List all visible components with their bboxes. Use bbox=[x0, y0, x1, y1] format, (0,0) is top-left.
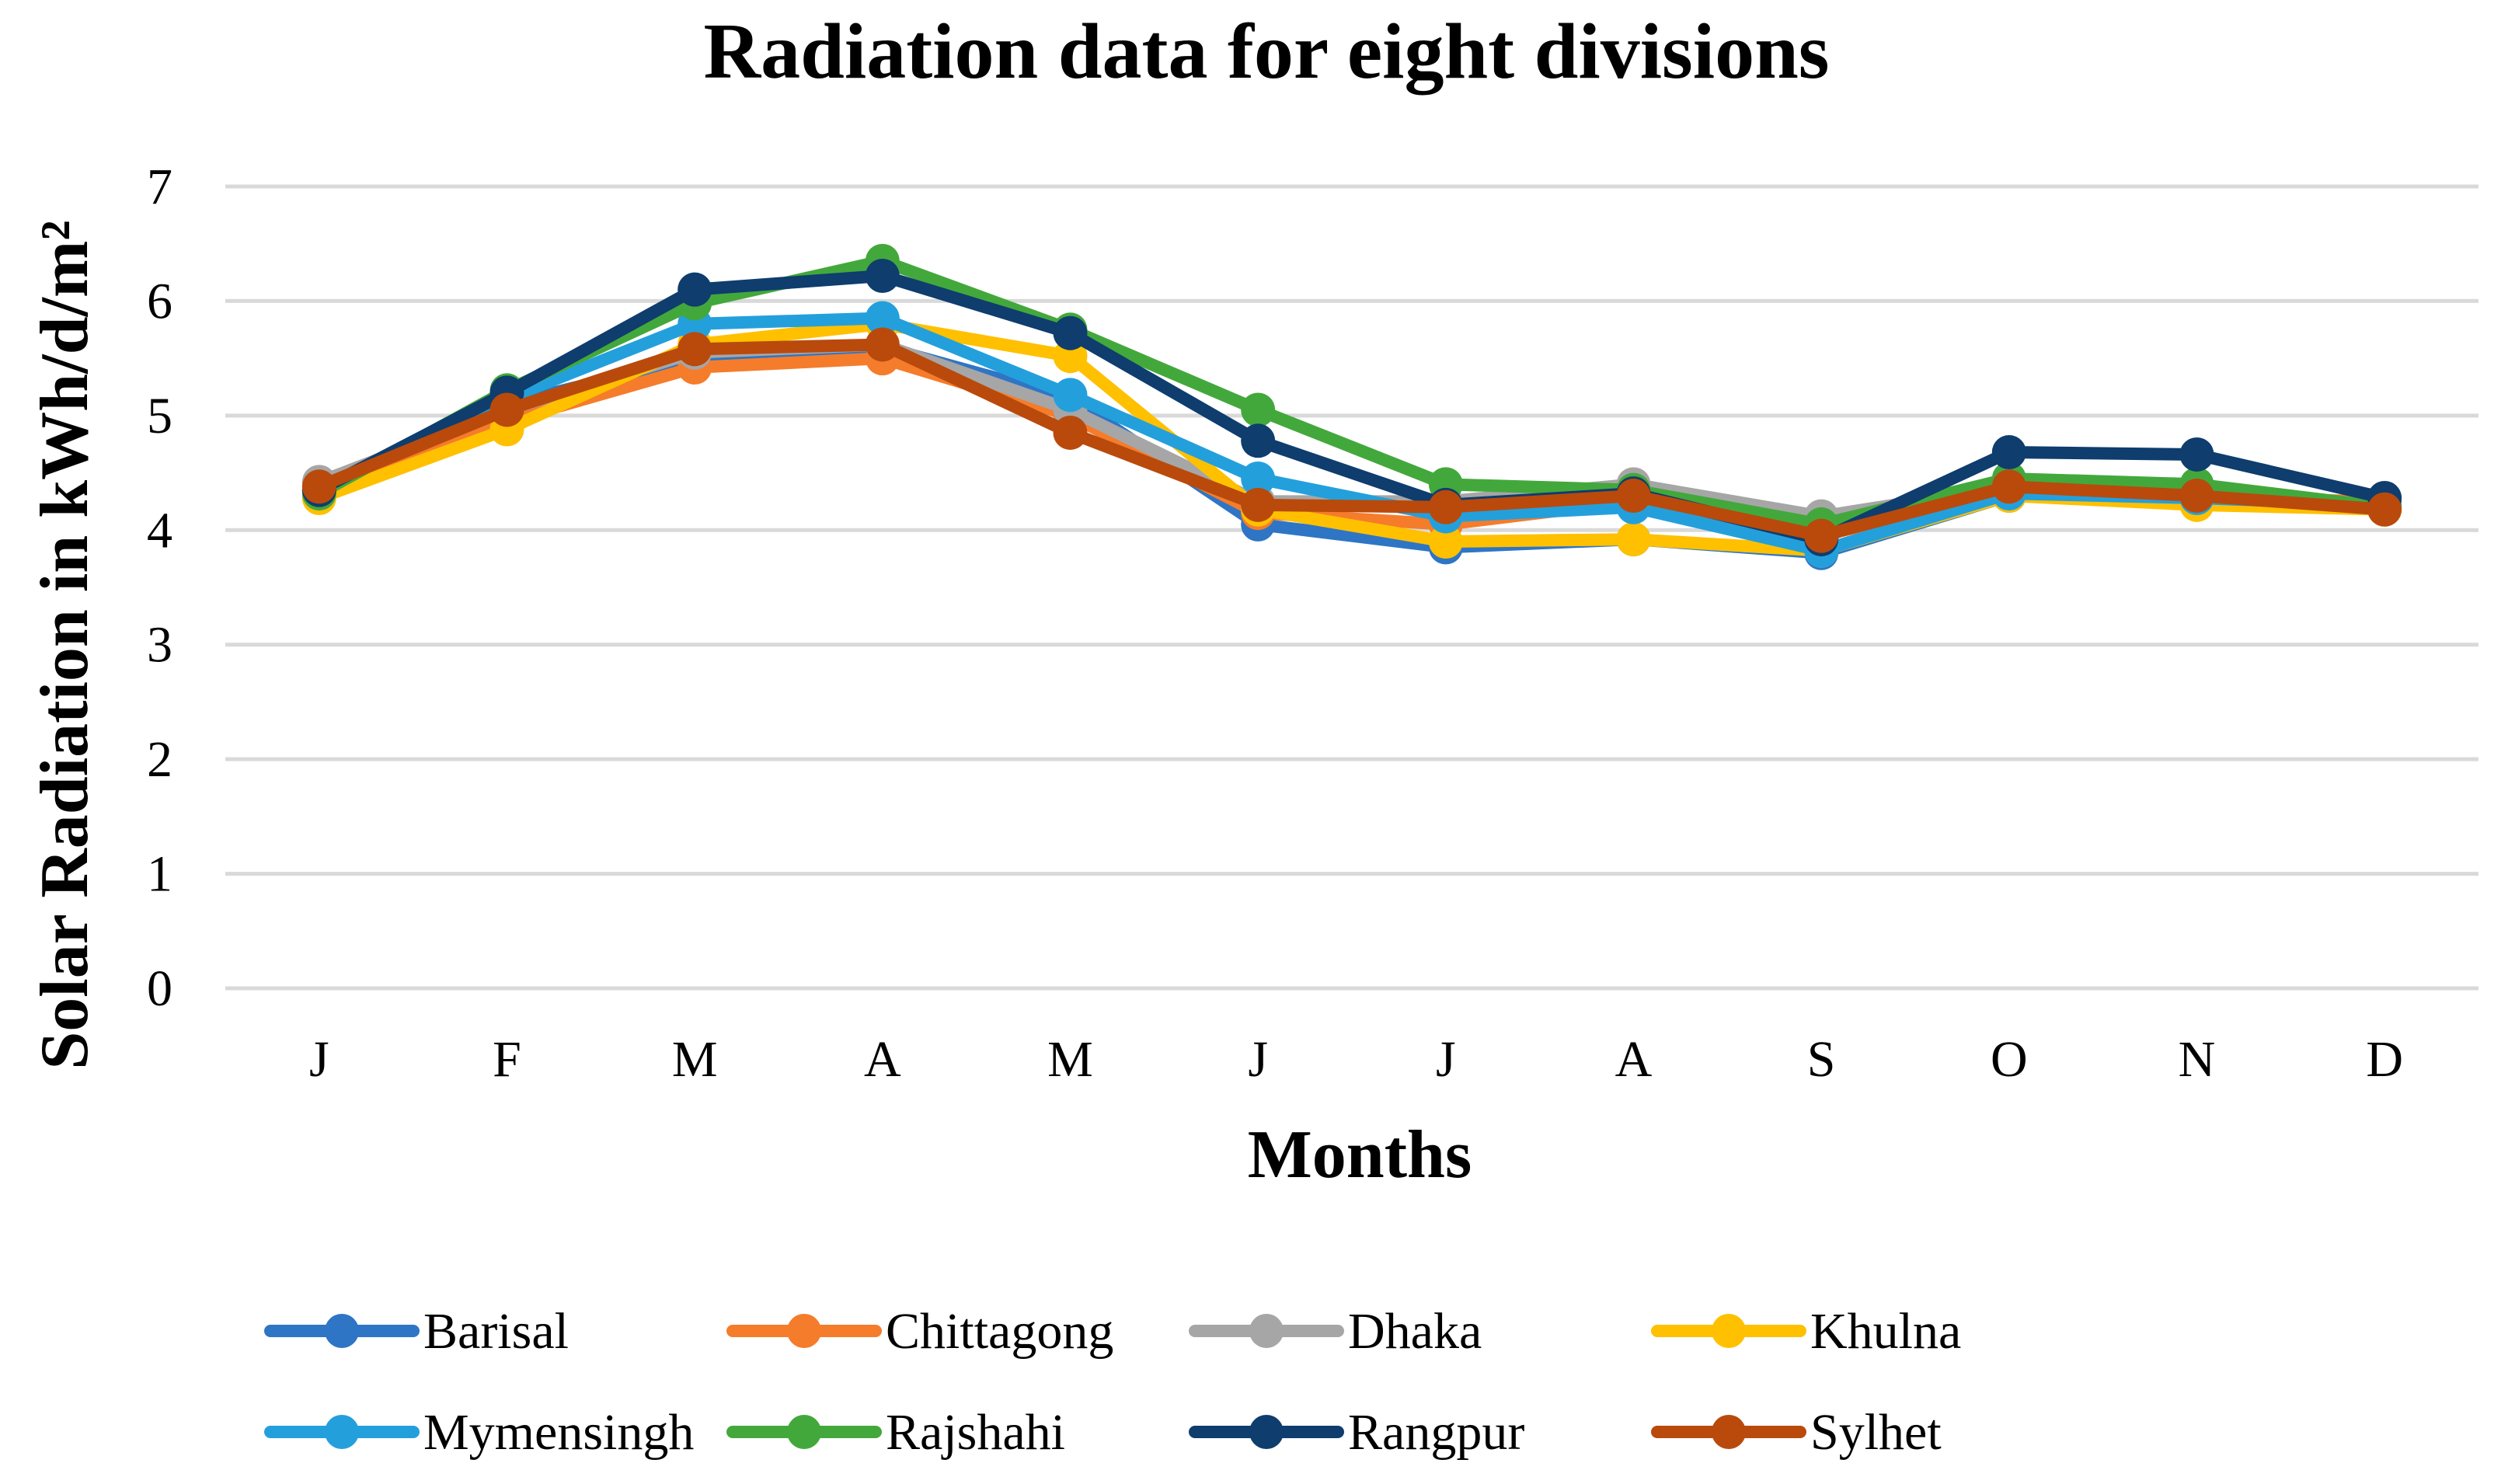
x-tick-label: O bbox=[1991, 1031, 2028, 1088]
data-point bbox=[1991, 469, 2026, 504]
legend-label: Barisal bbox=[423, 1303, 569, 1360]
x-tick-label: J bbox=[1436, 1031, 1456, 1088]
data-point bbox=[301, 469, 336, 504]
legend-label: Khulna bbox=[1810, 1303, 1961, 1360]
legend-item: Barisal bbox=[264, 1303, 569, 1360]
data-point bbox=[2179, 479, 2214, 514]
data-point bbox=[865, 301, 900, 336]
legend-swatch-marker bbox=[1712, 1314, 1746, 1348]
y-tick-label: 0 bbox=[147, 960, 172, 1017]
legend-swatch-marker bbox=[1249, 1314, 1284, 1348]
legend-swatch-marker bbox=[325, 1415, 359, 1449]
legend-label: Rajshahi bbox=[886, 1404, 1065, 1461]
series-line bbox=[312, 269, 2391, 546]
data-point bbox=[1804, 518, 1839, 553]
x-tick-label: N bbox=[2179, 1031, 2216, 1088]
legend-item: Dhaka bbox=[1189, 1303, 1482, 1360]
chart-title: Radiation data for eight divisions bbox=[703, 8, 1829, 96]
y-axis-title: Solar Radiation in kWh/d/m² bbox=[27, 220, 103, 1069]
data-point bbox=[1428, 489, 1463, 524]
legend-item: Khulna bbox=[1651, 1303, 1961, 1360]
legend-item: Rangpur bbox=[1189, 1404, 1524, 1461]
x-tick-label: J bbox=[309, 1031, 329, 1088]
x-axis-title: Months bbox=[1248, 1117, 1472, 1193]
legend-item: Sylhet bbox=[1651, 1404, 1942, 1461]
x-tick-label: J bbox=[1248, 1031, 1268, 1088]
data-point bbox=[865, 258, 900, 293]
data-point bbox=[1241, 461, 1276, 496]
data-point bbox=[1241, 392, 1276, 427]
data-point bbox=[2367, 492, 2402, 527]
series-line bbox=[312, 254, 2391, 531]
data-point bbox=[2179, 437, 2214, 472]
data-point bbox=[489, 392, 524, 427]
series-sylhet bbox=[301, 327, 2402, 553]
data-point bbox=[1616, 479, 1651, 514]
data-point bbox=[1241, 423, 1276, 458]
legend-label: Rangpur bbox=[1348, 1404, 1524, 1461]
x-tick-label: A bbox=[1615, 1031, 1653, 1088]
y-tick-label: 5 bbox=[147, 388, 172, 444]
data-point bbox=[1991, 435, 2026, 470]
series-lines bbox=[301, 243, 2402, 570]
x-tick-label: M bbox=[672, 1031, 718, 1088]
x-tick-label: D bbox=[2366, 1031, 2403, 1088]
x-tick-label: A bbox=[864, 1031, 901, 1088]
data-point bbox=[1053, 378, 1088, 413]
y-tick-label: 7 bbox=[147, 159, 172, 215]
data-point bbox=[1053, 415, 1088, 450]
legend: Barisal Chittagong Dhaka Khulna Mymensingh Ra… bbox=[264, 1303, 1961, 1461]
x-tick-label: M bbox=[1047, 1031, 1093, 1088]
data-point bbox=[1241, 487, 1276, 522]
legend-swatch-marker bbox=[787, 1314, 821, 1348]
data-point bbox=[1428, 524, 1463, 559]
y-axis-ticks: 0 1 2 3 4 5 6 7 bbox=[147, 159, 172, 1017]
legend-swatch-marker bbox=[1249, 1415, 1284, 1449]
legend-item: Chittagong bbox=[726, 1303, 1113, 1360]
data-point bbox=[678, 332, 712, 367]
data-point bbox=[1616, 522, 1651, 557]
gridlines bbox=[225, 184, 2478, 991]
data-point bbox=[678, 272, 712, 307]
x-tick-label: F bbox=[493, 1031, 521, 1088]
series-line bbox=[312, 338, 2391, 542]
legend-swatch-marker bbox=[325, 1314, 359, 1348]
y-tick-label: 1 bbox=[147, 846, 172, 903]
x-tick-label: S bbox=[1807, 1031, 1836, 1088]
data-point bbox=[1053, 315, 1088, 350]
legend-label: Chittagong bbox=[886, 1303, 1113, 1360]
data-point bbox=[865, 327, 900, 362]
legend-swatch-marker bbox=[787, 1415, 821, 1449]
legend-item: Mymensingh bbox=[264, 1404, 694, 1461]
y-tick-label: 4 bbox=[147, 502, 172, 559]
legend-swatch-marker bbox=[1712, 1415, 1746, 1449]
y-tick-label: 3 bbox=[147, 617, 172, 674]
y-tick-label: 2 bbox=[147, 731, 172, 788]
legend-item: Rajshahi bbox=[726, 1404, 1065, 1461]
legend-label: Mymensingh bbox=[423, 1404, 694, 1461]
legend-label: Dhaka bbox=[1348, 1303, 1482, 1360]
y-tick-label: 6 bbox=[147, 273, 172, 329]
legend-label: Sylhet bbox=[1810, 1404, 1942, 1461]
